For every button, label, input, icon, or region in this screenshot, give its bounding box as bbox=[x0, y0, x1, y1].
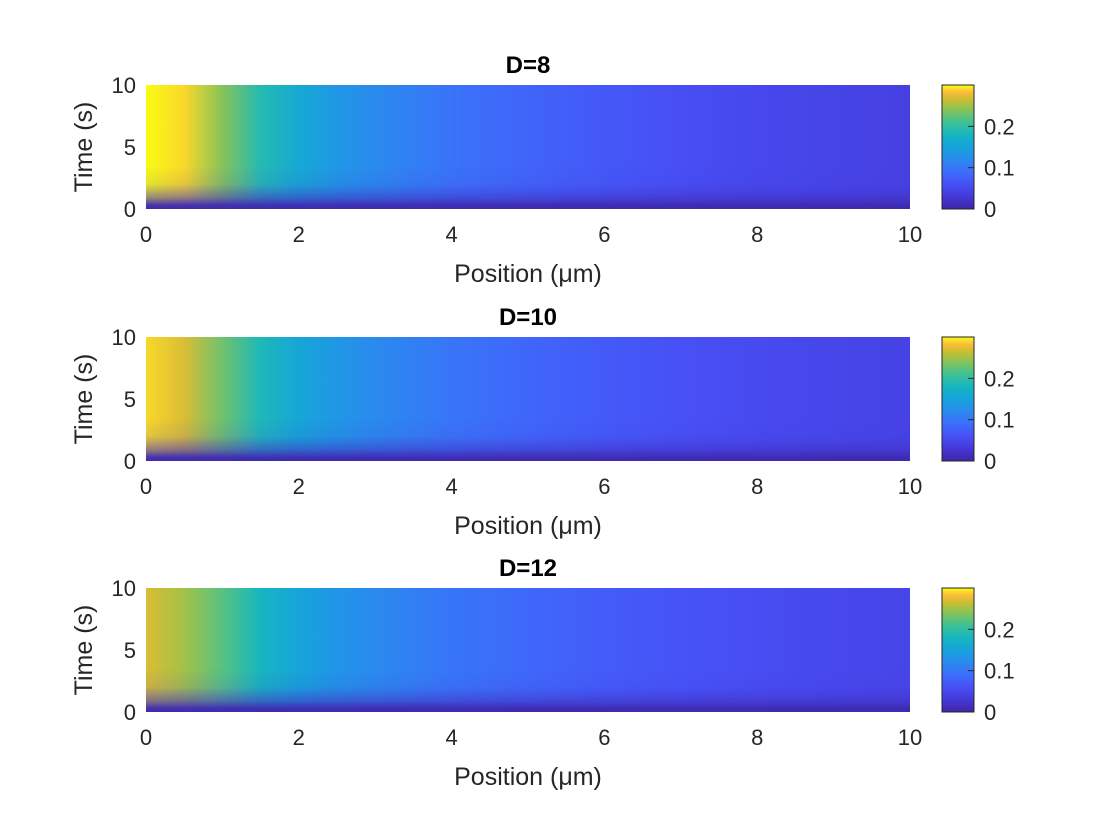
y-axis-label: Time (s) bbox=[70, 605, 98, 696]
colorbar-tick-label: 0.2 bbox=[984, 114, 1015, 139]
x-axis-label: Position (μm) bbox=[454, 763, 602, 791]
y-tick-label: 5 bbox=[124, 135, 136, 160]
x-tick-label: 4 bbox=[445, 222, 457, 247]
colorbar-tick-label: 0 bbox=[984, 197, 996, 222]
x-tick-label: 4 bbox=[445, 725, 457, 750]
y-tick-label: 0 bbox=[124, 449, 136, 474]
colorbar-tick-label: 0 bbox=[984, 700, 996, 725]
y-tick-label: 0 bbox=[124, 700, 136, 725]
colorbar-tick-label: 0.2 bbox=[984, 366, 1015, 391]
heatmap-early-time-overlay bbox=[146, 337, 910, 461]
x-tick-label: 2 bbox=[293, 474, 305, 499]
panels: D=8 0 2 4 6 8 10 0 5 10 Position (μm) Time (s) 0 0.1 0… bbox=[70, 52, 1015, 791]
x-tick-label: 8 bbox=[751, 725, 763, 750]
colorbar-tick-label: 0 bbox=[984, 449, 996, 474]
x-tick-label: 0 bbox=[140, 222, 152, 247]
x-tick-label: 6 bbox=[598, 222, 610, 247]
x-tick-label: 6 bbox=[598, 725, 610, 750]
x-tick-label: 0 bbox=[140, 474, 152, 499]
y-axis-label: Time (s) bbox=[70, 354, 98, 445]
colorbar bbox=[941, 587, 975, 713]
x-tick-label: 6 bbox=[598, 474, 610, 499]
y-tick-label: 10 bbox=[112, 73, 136, 98]
y-axis-label: Time (s) bbox=[70, 102, 98, 193]
heatmap-early-time-overlay bbox=[146, 85, 910, 209]
x-tick-label: 10 bbox=[898, 474, 922, 499]
colorbar-tick-label: 0.1 bbox=[984, 156, 1015, 181]
x-axis-label: Position (μm) bbox=[454, 512, 602, 540]
y-tick-label: 5 bbox=[124, 387, 136, 412]
y-tick-label: 5 bbox=[124, 638, 136, 663]
colorbar bbox=[941, 84, 975, 210]
panel-title: D=8 bbox=[506, 52, 551, 79]
x-tick-label: 10 bbox=[898, 222, 922, 247]
colorbar-tick-label: 0.2 bbox=[984, 617, 1015, 642]
colorbar bbox=[941, 336, 975, 462]
colorbar-tick-label: 0.1 bbox=[984, 408, 1015, 433]
panel-1: D=8 0 2 4 6 8 10 0 5 10 Position (μm) Time (s) 0 0.1 0… bbox=[70, 52, 1015, 288]
colorbar-tick-label: 0.1 bbox=[984, 659, 1015, 684]
x-tick-label: 0 bbox=[140, 725, 152, 750]
x-tick-label: 10 bbox=[898, 725, 922, 750]
x-tick-label: 4 bbox=[445, 474, 457, 499]
panel-3: D=12 0 2 4 6 8 10 0 5 10 Position (μm) Time (s) 0 0.1… bbox=[70, 555, 1015, 791]
panel-title: D=12 bbox=[499, 555, 557, 582]
x-tick-label: 2 bbox=[293, 222, 305, 247]
heatmap-early-time-overlay bbox=[146, 588, 910, 712]
x-tick-label: 8 bbox=[751, 222, 763, 247]
y-tick-label: 10 bbox=[112, 576, 136, 601]
y-tick-label: 0 bbox=[124, 197, 136, 222]
panel-2: D=10 0 2 4 6 8 10 0 5 10 Position (μm) Time (s) 0 0.1… bbox=[70, 304, 1015, 540]
x-tick-label: 8 bbox=[751, 474, 763, 499]
x-axis-label: Position (μm) bbox=[454, 260, 602, 288]
panel-title: D=10 bbox=[499, 304, 557, 331]
y-tick-label: 10 bbox=[112, 325, 136, 350]
x-tick-label: 2 bbox=[293, 725, 305, 750]
